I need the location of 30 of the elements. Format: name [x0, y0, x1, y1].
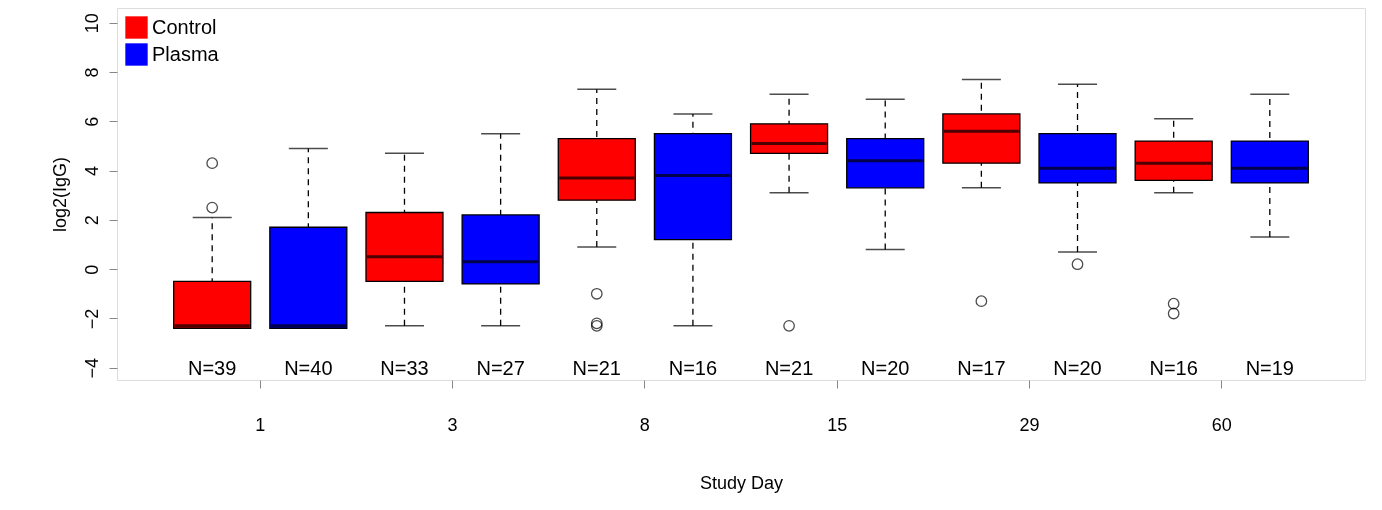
- x-tick-label: 1: [255, 414, 266, 435]
- y-tick-label: −2: [81, 308, 102, 330]
- y-axis-title: log2(IgG): [49, 156, 70, 233]
- text: N=17: [957, 357, 1006, 379]
- y-tick-label: 6: [81, 116, 102, 127]
- text: N=21: [764, 357, 814, 379]
- x-axis-title: Study Day: [699, 472, 784, 493]
- x-tick-label: 8: [639, 414, 650, 435]
- x-tick-label: 29: [1019, 414, 1040, 435]
- y-tick-label: 8: [81, 67, 102, 78]
- y-tick-label: 2: [81, 215, 102, 226]
- y-tick-label: 0: [81, 264, 102, 275]
- text: N=16: [1149, 357, 1198, 379]
- x-tick-label: 15: [827, 414, 848, 435]
- text: N=20: [1053, 357, 1102, 379]
- y-tick-label: 10: [81, 13, 102, 34]
- text: N=27: [476, 357, 525, 379]
- x-tick-label: 3: [447, 414, 458, 435]
- text: N=40: [284, 357, 333, 379]
- legend-label: Plasma: [152, 42, 220, 65]
- text: N=21: [572, 357, 621, 379]
- legend-label: Control: [152, 15, 217, 38]
- text: N=33: [380, 357, 429, 379]
- text: N=20: [861, 357, 910, 379]
- text: N=19: [1245, 357, 1294, 379]
- y-tick-label: −4: [81, 357, 102, 379]
- text: N=16: [668, 357, 718, 379]
- text: N=39: [188, 357, 237, 379]
- y-tick-label: 4: [81, 166, 102, 177]
- x-tick-label: 60: [1211, 414, 1232, 435]
